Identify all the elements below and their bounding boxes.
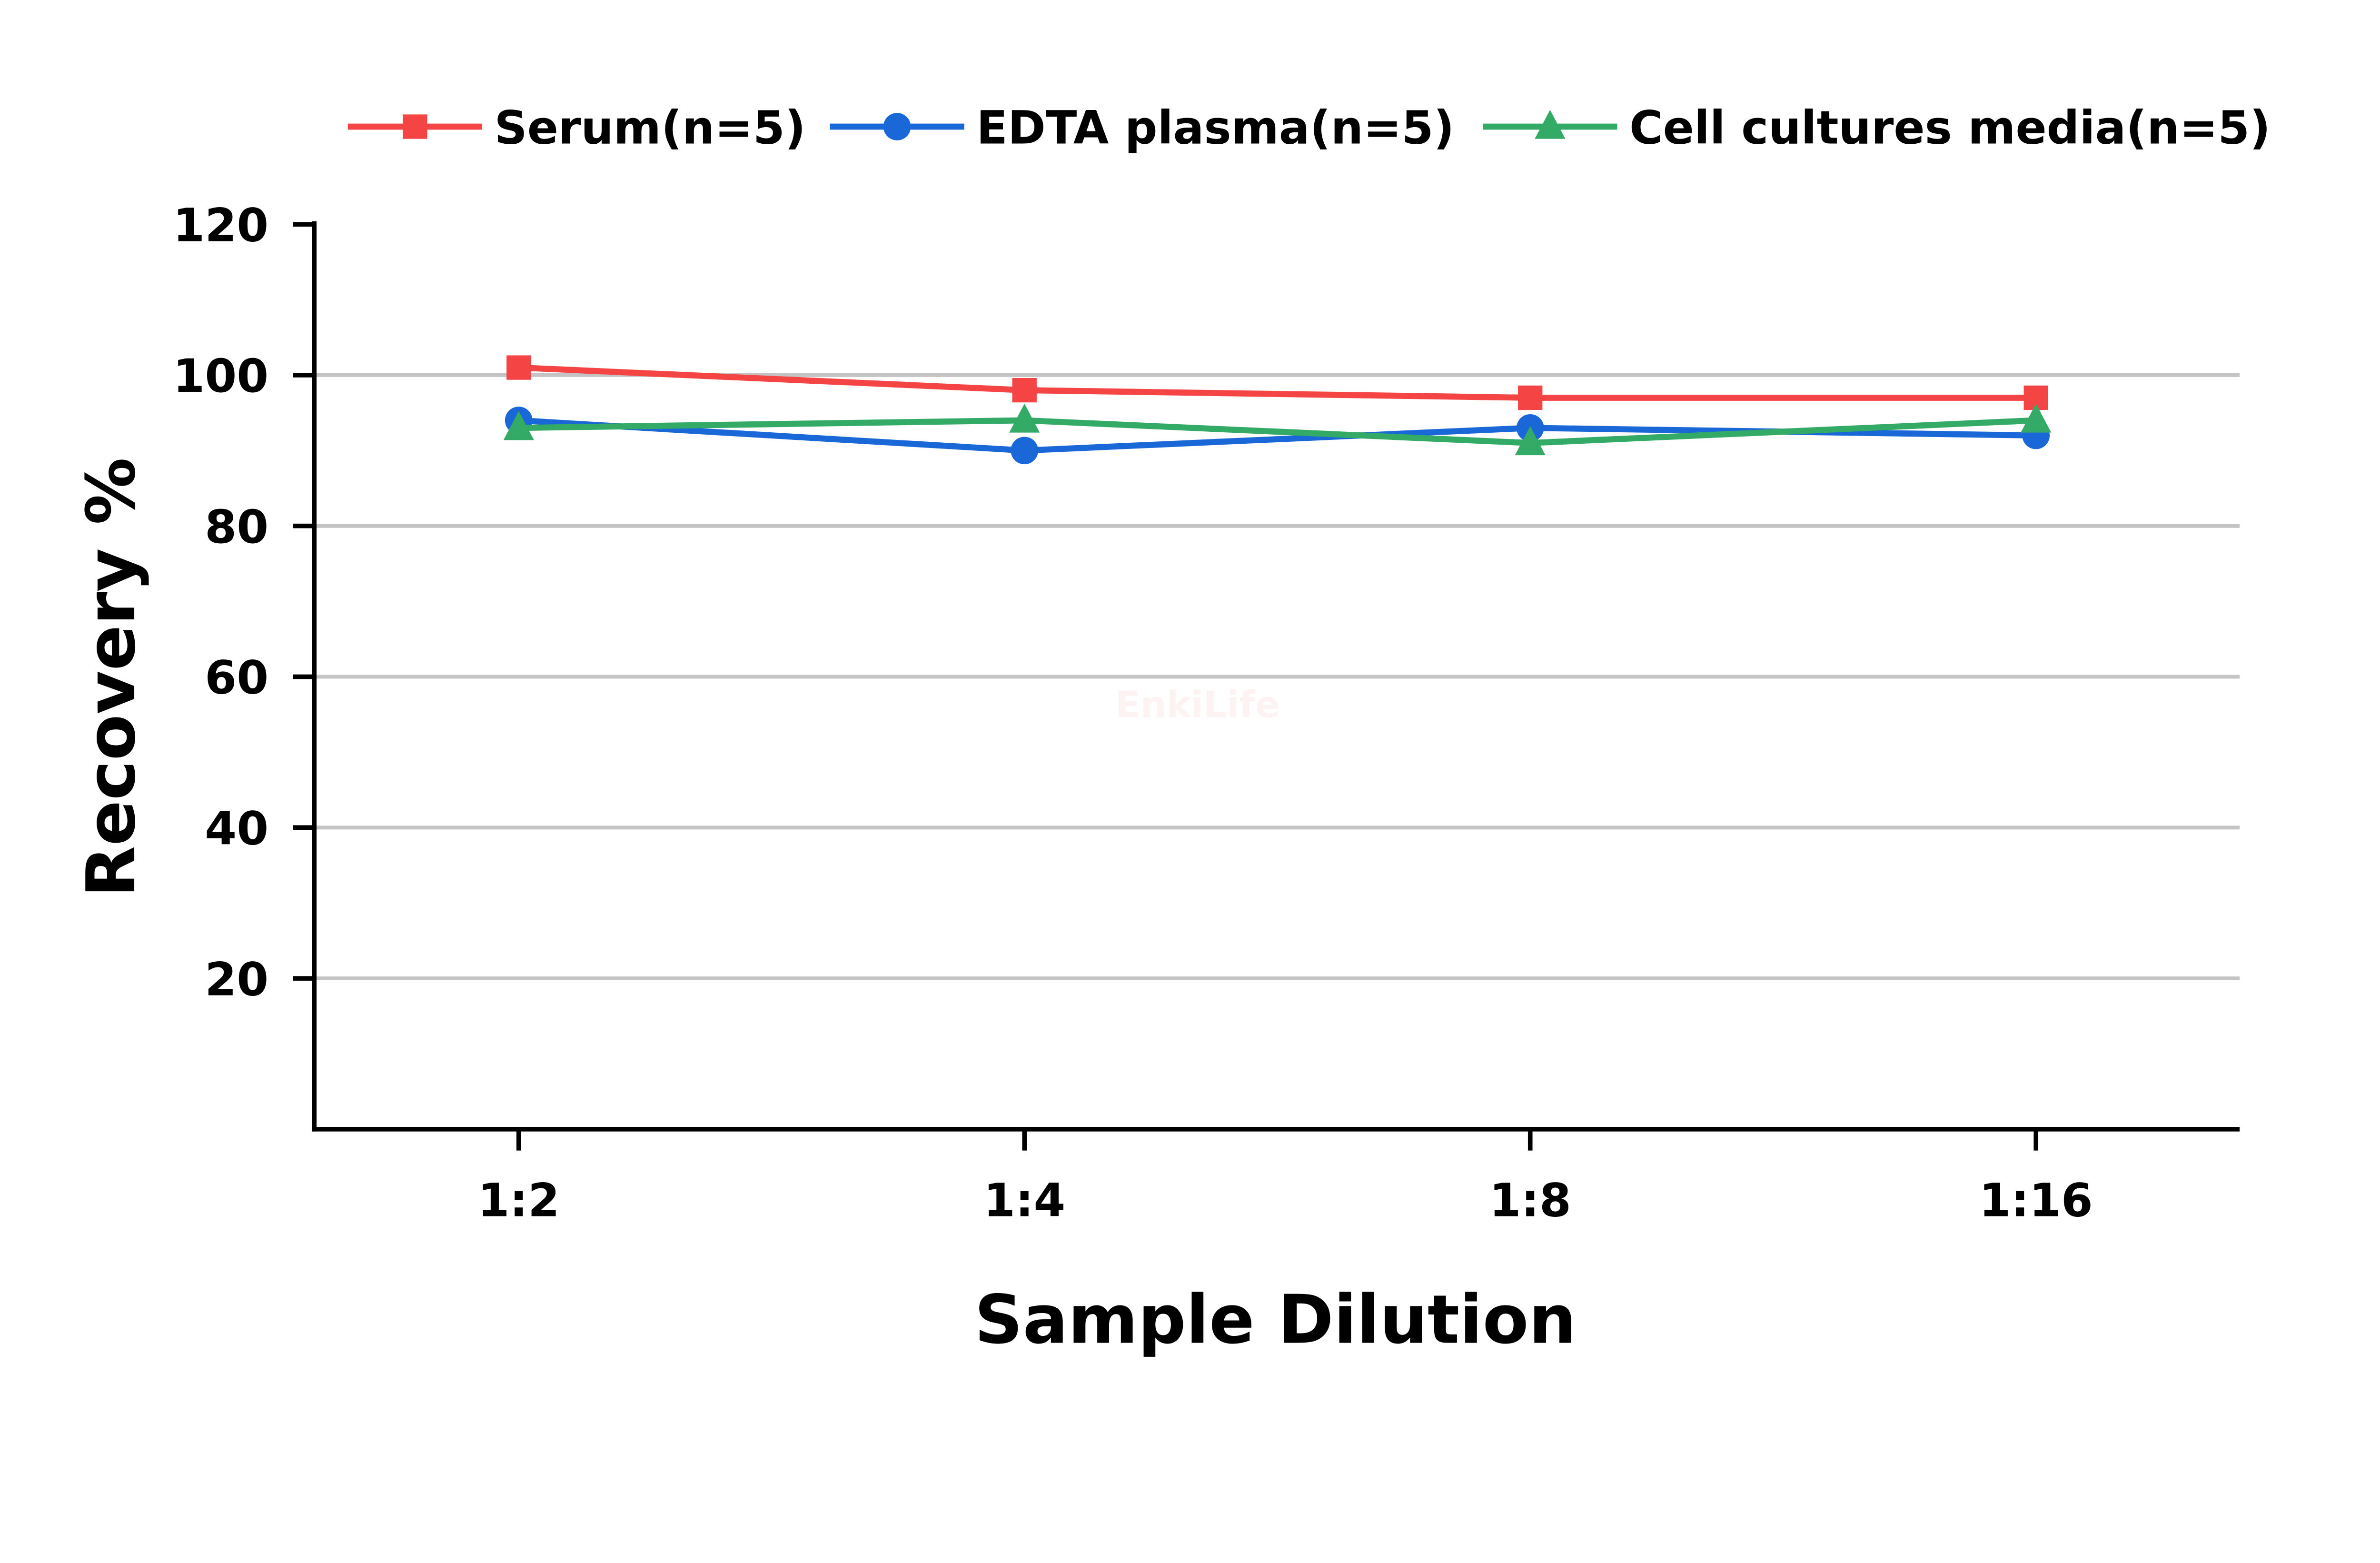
legend-label: Serum(n=5) [494, 101, 805, 154]
data-point [1518, 385, 1543, 410]
data-point [1012, 378, 1037, 403]
legend-label: Cell cultures media(n=5) [1629, 101, 2271, 154]
x-tick-label: 1:2 [478, 1174, 560, 1227]
y-tick-label: 60 [205, 651, 268, 705]
data-point [1515, 426, 1546, 456]
series-group [503, 355, 2052, 465]
gridlines [314, 373, 2240, 981]
data-point [2021, 403, 2052, 433]
data-point [1009, 403, 1040, 433]
legend-marker [1535, 110, 1566, 139]
x-tick-label: 1:4 [983, 1174, 1065, 1227]
watermark: EnkiLife [1115, 684, 1280, 726]
x-tick-label: 1:16 [1979, 1174, 2093, 1227]
legend-item: Serum(n=5) [347, 101, 806, 154]
chart-container: EnkiLife 20 40 60 80 100 120 1:2 1:4 1:8 1:16 Ser… [72, 101, 2271, 1359]
y-tick-label: 20 [205, 953, 268, 1006]
series-triangle [503, 403, 2052, 456]
legend-marker [403, 114, 427, 139]
y-tick-label: 80 [205, 500, 268, 554]
data-point [503, 411, 534, 440]
y-tick-label: 120 [173, 199, 268, 252]
line-chart: EnkiLife 20 40 60 80 100 120 1:2 1:4 1:8 1:16 Ser… [72, 101, 2271, 1359]
series-square [506, 355, 2048, 410]
legend-marker [883, 113, 911, 140]
y-axis-label: Recovery % [72, 458, 150, 897]
legend-item: Cell cultures media(n=5) [1483, 101, 2271, 154]
legend-label: EDTA plasma(n=5) [976, 101, 1454, 154]
legend-item: EDTA plasma(n=5) [830, 101, 1454, 154]
series-line [518, 417, 2036, 446]
x-tick-label: 1:8 [1489, 1174, 1571, 1227]
x-axis-label: Sample Dilution [974, 1281, 1577, 1359]
data-point [506, 355, 531, 380]
series-line [518, 364, 2036, 401]
y-tick-label: 100 [173, 349, 268, 403]
y-tick-label: 40 [205, 802, 268, 855]
data-point [1011, 437, 1039, 465]
legend: Serum(n=5) EDTA plasma(n=5) Cell cultures … [347, 101, 2271, 154]
axes: 20 40 60 80 100 120 1:2 1:4 1:8 1:16 [173, 199, 2240, 1227]
series-circle [505, 407, 2050, 465]
